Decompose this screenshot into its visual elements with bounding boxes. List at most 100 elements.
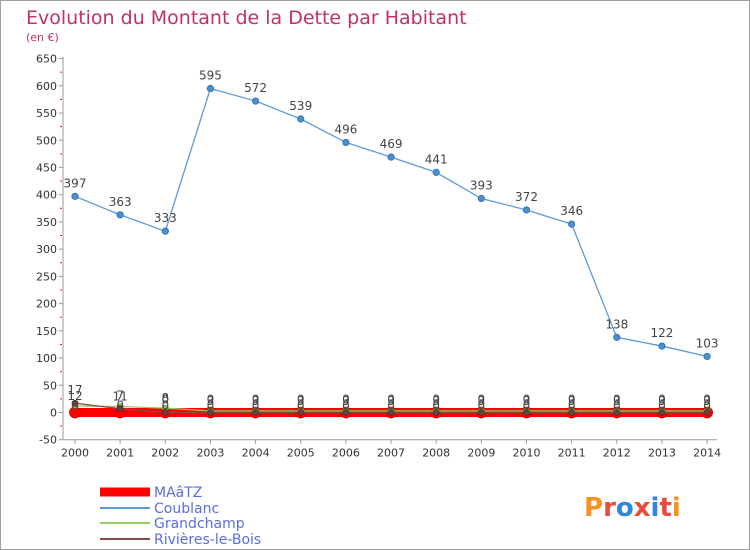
y-tick-label: 650 (36, 53, 57, 66)
x-tick-label: 2004 (242, 447, 270, 460)
data-label: 0 (478, 393, 486, 407)
data-label: 0 (613, 399, 621, 413)
data-point (252, 409, 260, 416)
data-label: 372 (515, 190, 538, 204)
x-tick-label: 2012 (603, 447, 631, 460)
data-labels: 397 363 333 595 572 539 496 469 441 393 372 346 138 1… (64, 69, 719, 351)
data-label: 8 (161, 391, 169, 405)
data-label: 0 (432, 393, 440, 407)
x-tick-label: 2007 (377, 447, 405, 460)
data-label: 3 (658, 394, 666, 408)
data-label: 0 (703, 393, 711, 407)
data-label: 103 (696, 336, 719, 350)
data-point (703, 409, 711, 416)
data-point (297, 115, 305, 123)
x-tick-label: 2008 (422, 447, 450, 460)
series-rivi-res-le-bois (71, 399, 711, 416)
data-point (477, 409, 485, 416)
data-label: 0 (342, 393, 350, 407)
data-label: 3 (297, 394, 305, 408)
data-label: 0 (568, 393, 576, 407)
data-label: 122 (650, 326, 673, 340)
y-tick-label: 550 (36, 107, 57, 120)
data-point (568, 409, 576, 416)
data-label: 572 (244, 81, 267, 95)
data-point (71, 399, 79, 407)
data-point (432, 409, 440, 416)
y-tick-label: 250 (36, 270, 57, 283)
zero-series-labels: 17 7 0 0 0 0 0 0 0 0 0 0 0 0 012 11 8 3 3 3 3 3 3 3 3 3 3 3 30 0 0 0 0 0 0… (67, 383, 711, 412)
legend-item: Coublanc (100, 501, 219, 517)
data-point (207, 409, 214, 416)
x-tick-label: 2013 (648, 447, 676, 460)
x-tick-label: 2010 (513, 447, 541, 460)
data-point (116, 211, 124, 219)
axes: -500501001502002503003504004505005506006… (36, 53, 721, 460)
data-label: 7 (116, 389, 124, 403)
chart-subtitle: (en €) (26, 31, 59, 44)
data-label: 0 (252, 393, 260, 407)
data-point (71, 192, 79, 200)
data-point (342, 138, 350, 147)
data-label: 0 (71, 399, 79, 413)
y-tick-label: 400 (36, 189, 57, 202)
y-tick-label: 450 (36, 161, 57, 174)
data-label: 3 (523, 394, 531, 408)
data-label: 0 (387, 399, 395, 413)
data-label: 0 (161, 393, 169, 407)
data-label: 0 (387, 393, 395, 407)
x-tick-label: 2014 (693, 447, 721, 460)
data-point (432, 168, 440, 176)
data-label: 496 (334, 122, 357, 136)
x-tick-label: 2006 (332, 447, 360, 460)
data-label: 0 (342, 399, 350, 413)
data-label: 0 (432, 399, 440, 413)
data-point (342, 409, 350, 416)
y-tick-label: 100 (36, 352, 57, 365)
data-label: 0 (568, 399, 576, 413)
data-point (161, 227, 169, 235)
x-tick-label: 2011 (558, 447, 586, 460)
data-label: 333 (154, 211, 177, 225)
y-tick-label: 500 (36, 134, 57, 147)
y-tick-label: 150 (36, 325, 57, 338)
data-point (252, 97, 260, 105)
y-tick-label: 0 (50, 407, 57, 420)
y-tick-label: 600 (36, 80, 57, 93)
data-label: 0 (207, 393, 215, 407)
data-label: 3 (568, 394, 576, 408)
data-point (523, 409, 530, 416)
y-tick-label: -50 (39, 434, 57, 447)
data-label: 0 (478, 399, 486, 413)
data-label: 3 (342, 394, 350, 408)
data-label: 3 (432, 394, 440, 408)
data-label: 0 (116, 399, 124, 413)
legend-label: Grandchamp (154, 516, 245, 532)
data-label: 0 (523, 393, 531, 407)
x-tick-label: 2005 (287, 447, 315, 460)
data-label: 138 (605, 317, 628, 331)
legend-item: Grandchamp (100, 516, 245, 532)
data-label: 3 (703, 394, 711, 408)
data-point (522, 206, 531, 214)
y-tick-label: 300 (36, 243, 57, 256)
data-label: 0 (613, 393, 621, 407)
x-tick-label: 2000 (61, 447, 89, 460)
data-label: 363 (109, 195, 132, 209)
legend-label: Coublanc (154, 501, 219, 517)
data-point (703, 352, 711, 361)
data-label: 3 (613, 394, 621, 408)
data-point (658, 342, 666, 350)
data-point (477, 194, 485, 203)
data-point (387, 409, 395, 416)
data-label: 0 (252, 399, 260, 413)
data-point (613, 333, 621, 341)
chart-title: Evolution du Montant de la Dette par Hab… (26, 7, 467, 29)
data-label: 0 (523, 399, 531, 413)
data-label: 0 (297, 393, 305, 407)
data-point (658, 409, 666, 416)
data-label: 11 (113, 390, 128, 404)
data-point (116, 405, 124, 413)
data-label: 393 (470, 179, 493, 193)
